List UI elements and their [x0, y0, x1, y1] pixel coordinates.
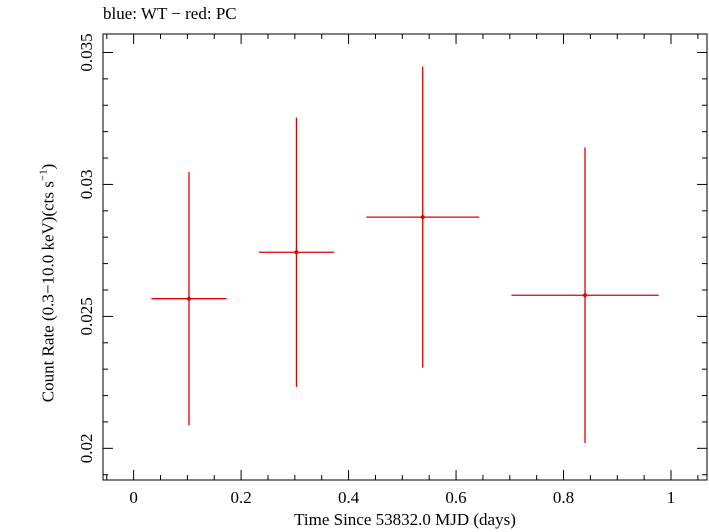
x-tick-label: 0 [129, 488, 138, 507]
data-point [258, 117, 335, 387]
y-tick-label: 0.025 [77, 297, 96, 335]
x-tick-label: 1 [667, 488, 676, 507]
data-point [151, 172, 227, 426]
point-marker [186, 296, 191, 301]
axis-ticks: 0 0.2 0.4 0.6 0.8 1 0.02 0.025 0.03 0.035 [77, 33, 707, 507]
x-tick-label: 0.6 [445, 488, 466, 507]
point-marker [294, 250, 299, 255]
point-marker [420, 215, 425, 220]
data-point [366, 66, 480, 368]
plot-frame [102, 33, 708, 481]
y-axis-label-close: ) [38, 163, 58, 170]
y-tick-label: 0.02 [77, 433, 96, 463]
plot-border [102, 33, 708, 481]
x-tick-label: 0.2 [230, 488, 251, 507]
x-tick-label: 0.4 [338, 488, 360, 507]
y-axis-label: Count Rate (0.3−10.0 keV)(cts s−1) [38, 164, 59, 403]
y-tick-label: 0.035 [77, 33, 96, 71]
point-marker [583, 293, 588, 298]
data-points [151, 66, 659, 444]
data-point [511, 147, 659, 444]
y-axis-label-main: Count Rate (0.3−10.0 keV)(cts s [38, 181, 58, 403]
y-axis-label-exponent: −1 [37, 169, 50, 182]
x-tick-label: 0.8 [553, 488, 574, 507]
x-axis-label: Time Since 53832.0 MJD (days) [294, 510, 516, 529]
chart-title: blue: WT − red: PC [103, 4, 237, 23]
y-tick-label: 0.03 [77, 170, 96, 200]
